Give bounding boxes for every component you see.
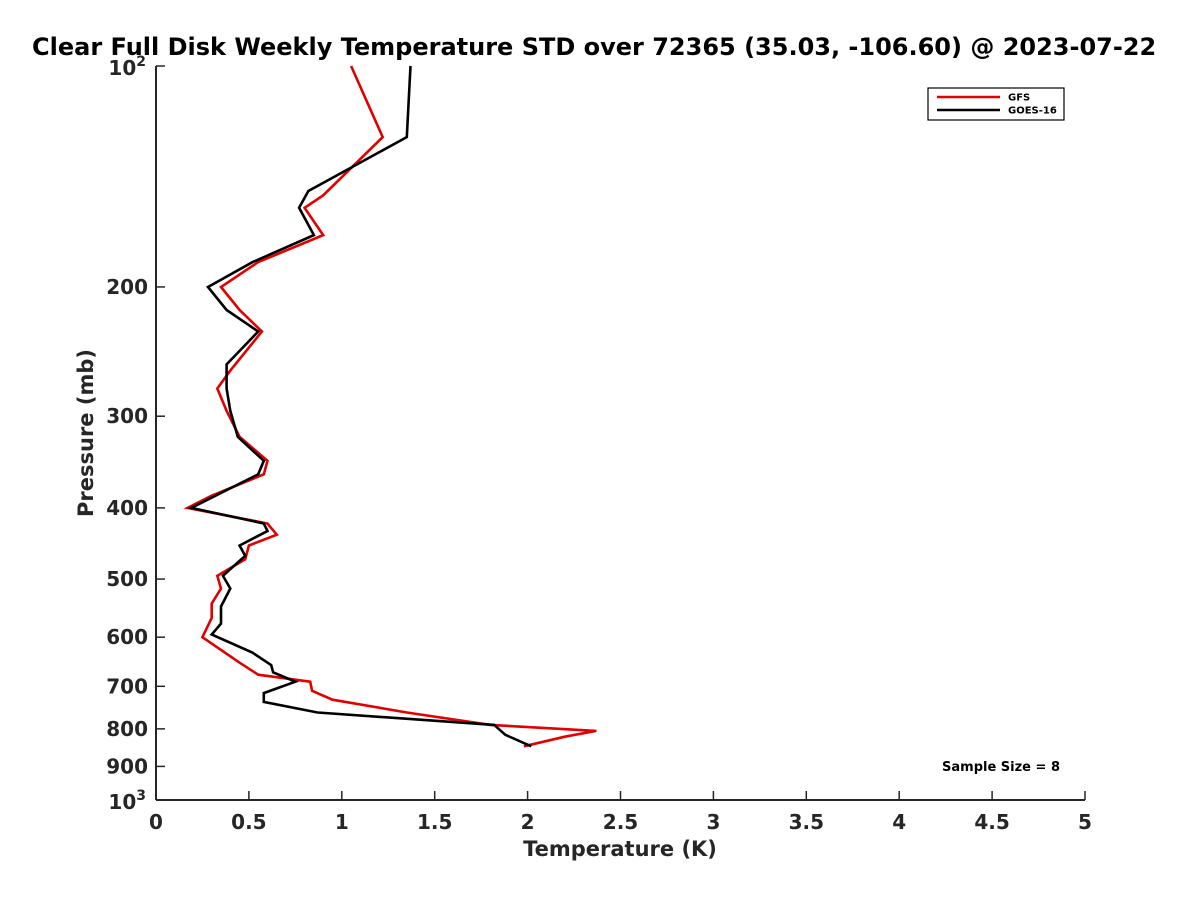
legend-entry-label: GFS — [1008, 93, 1030, 104]
x-axis-label: Temperature (K) — [523, 837, 717, 861]
y-tick-label: 500 — [106, 567, 148, 591]
y-tick-label-base: 10 — [108, 56, 136, 80]
y-tick-label: 800 — [106, 717, 148, 741]
x-tick-label: 3 — [706, 810, 720, 834]
series-line-gfs — [183, 65, 597, 748]
y-tick-label: 200 — [106, 275, 148, 299]
chart-title: Clear Full Disk Weekly Temperature STD o… — [32, 33, 1156, 61]
y-tick-label-base: 10 — [108, 790, 136, 814]
y-tick-label: 102 — [108, 54, 146, 80]
series-group — [183, 65, 597, 748]
x-tick-label: 5 — [1078, 810, 1092, 834]
y-tick-label-exponent: 2 — [136, 54, 146, 70]
x-tick-label: 1.5 — [417, 810, 452, 834]
y-axis-label: Pressure (mb) — [74, 349, 98, 517]
x-tick-label: 0 — [149, 810, 163, 834]
y-tick-label: 300 — [106, 404, 148, 428]
y-tick-label: 700 — [106, 674, 148, 698]
x-tick-label: 4.5 — [974, 810, 1009, 834]
legend-entry-label: GOES-16 — [1008, 106, 1057, 117]
plot-area — [156, 66, 1085, 800]
legend-box — [927, 87, 1065, 121]
y-tick-label-exponent: 3 — [136, 788, 146, 804]
x-tick-label: 4 — [892, 810, 906, 834]
x-tick-label: 3.5 — [789, 810, 824, 834]
y-tick-label: 400 — [106, 496, 148, 520]
legend: GFS GOES-16 — [927, 87, 1065, 121]
x-tick-label: 0.5 — [231, 810, 266, 834]
x-tick-label: 2.5 — [603, 810, 638, 834]
y-tick-label: 103 — [108, 788, 146, 814]
x-tick-label: 1 — [335, 810, 349, 834]
y-tick-label: 600 — [106, 625, 148, 649]
series-line-goes-16 — [187, 65, 532, 748]
y-tick-label: 900 — [106, 754, 148, 778]
sample-size-annotation: Sample Size = 8 — [942, 760, 1060, 775]
x-tick-label: 2 — [521, 810, 535, 834]
axes: 0 0.5 1 1.5 2 2.5 3 3.5 4 4.5 51022003004005006007… — [106, 54, 1092, 834]
